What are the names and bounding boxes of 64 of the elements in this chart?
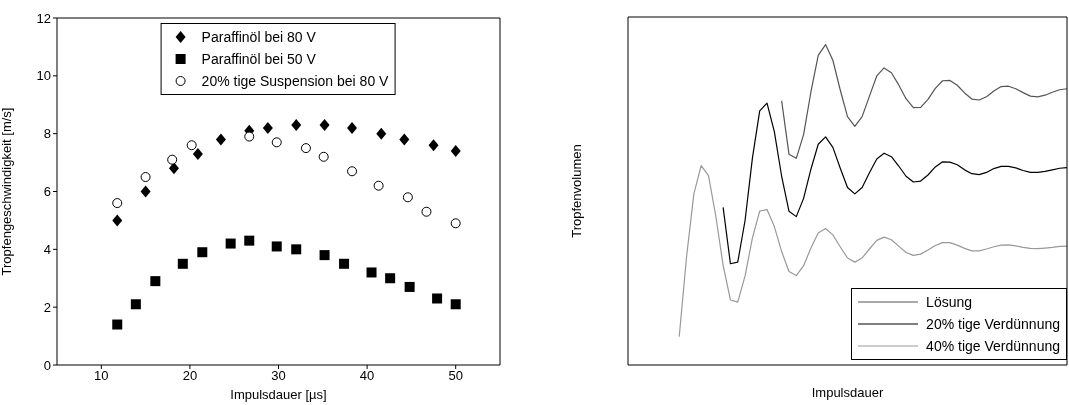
legend-label: 20% tige Suspension bei 80 V	[201, 72, 389, 91]
point	[373, 180, 384, 191]
legend-label: 20% tige Verdünnung	[926, 315, 1060, 334]
point	[347, 166, 358, 177]
y-tick-label: 0	[43, 357, 51, 373]
point	[215, 133, 226, 146]
point	[450, 145, 461, 158]
point	[168, 162, 179, 175]
y-tick-label: 4	[43, 241, 51, 257]
point	[300, 143, 311, 154]
point	[347, 121, 358, 134]
legend-label: Paraffinöl bei 50 V	[201, 50, 316, 69]
point	[225, 238, 236, 249]
point	[366, 267, 377, 278]
point	[112, 198, 123, 209]
point	[150, 276, 161, 287]
point	[291, 244, 302, 255]
x-axis-title: Impulsdauer [µs]	[230, 387, 327, 402]
point	[399, 133, 410, 146]
point	[112, 319, 123, 330]
x-tick-label: 40	[359, 368, 375, 384]
point	[244, 131, 255, 142]
point	[319, 250, 330, 261]
legend-label: Lösung	[926, 293, 973, 312]
point	[404, 281, 415, 292]
x-tick-label: 10	[94, 368, 109, 384]
point	[385, 273, 396, 284]
x-axis-title: Impulsdauer	[811, 385, 884, 400]
point	[271, 241, 282, 252]
point	[428, 139, 439, 152]
y-tick-label: 12	[36, 10, 51, 26]
x-tick-label: 30	[271, 368, 286, 384]
point	[402, 192, 413, 203]
y-tick-label: 6	[43, 184, 51, 200]
point	[244, 235, 255, 246]
point	[186, 140, 197, 151]
y-axis-title: Tropfengeschwindigkeit [m/s]	[0, 107, 14, 276]
point	[140, 185, 151, 198]
point	[291, 118, 302, 131]
point	[262, 121, 273, 134]
y-axis-title: Tropfenvolumen	[568, 144, 584, 238]
point	[318, 151, 329, 162]
legend-label: Paraffinöl bei 80 V	[201, 28, 316, 47]
x-tick-label: 20	[182, 368, 198, 384]
x-tick-label: 50	[448, 368, 463, 384]
point	[177, 258, 188, 269]
y-tick-label: 2	[43, 299, 51, 315]
point	[319, 118, 330, 131]
point	[450, 218, 461, 229]
point	[112, 214, 123, 227]
point	[421, 206, 432, 217]
point	[271, 137, 282, 148]
point	[432, 293, 443, 304]
y-tick-label: 8	[43, 126, 51, 142]
point	[376, 127, 387, 140]
y-tick-label: 10	[36, 68, 51, 84]
point	[140, 172, 151, 183]
point	[167, 154, 178, 165]
point	[197, 247, 208, 258]
legend-label: 40% tige Verdünnung	[926, 337, 1060, 356]
point	[339, 258, 350, 269]
point	[130, 299, 141, 310]
point	[192, 147, 203, 160]
point	[450, 299, 461, 310]
